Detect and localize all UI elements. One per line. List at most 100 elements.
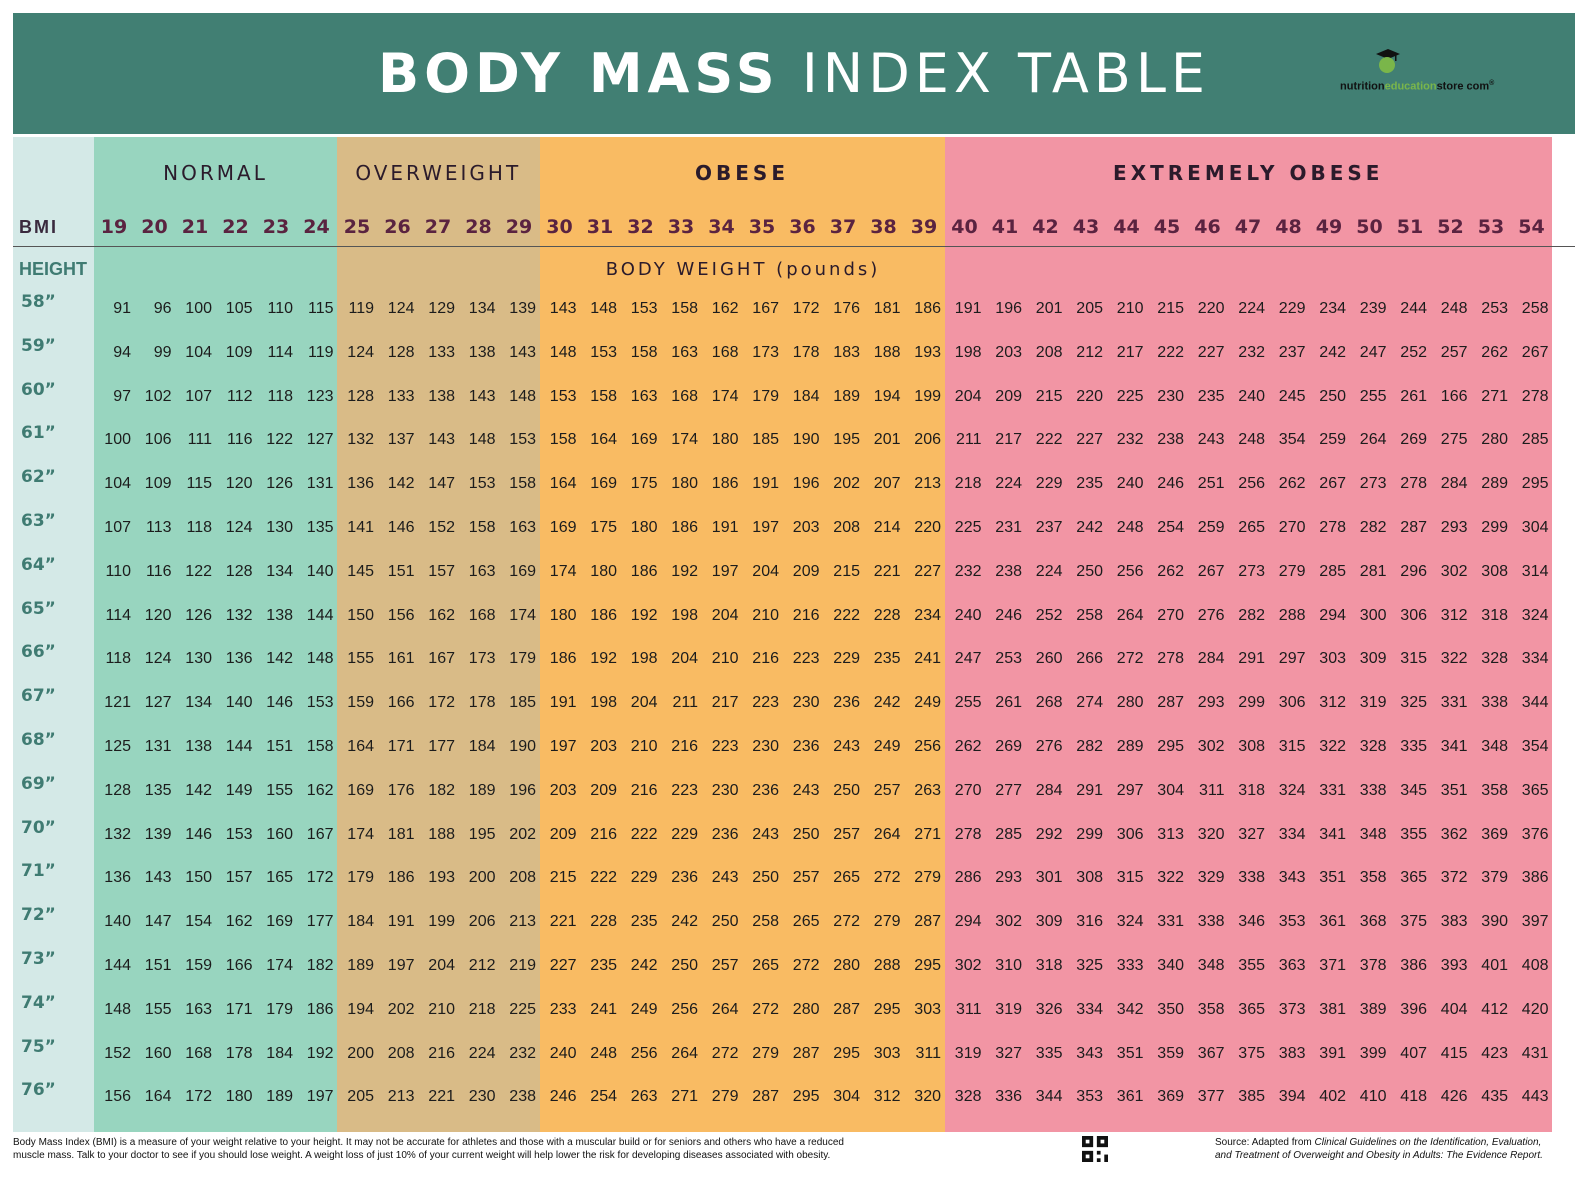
weight-cell: 258 (1521, 300, 1549, 317)
weight-cell: 153 (549, 387, 577, 405)
weight-cell: 309 (1359, 650, 1387, 668)
weight-cell: 144 (225, 738, 253, 755)
weight-cell: 264 (873, 825, 901, 843)
weight-cell: 243 (752, 825, 779, 843)
weight-cell: 285 (1521, 431, 1549, 449)
category-band-extremely-obese (944, 137, 1552, 1132)
weight-cell: 136 (347, 475, 374, 493)
weight-cell: 302 (1197, 738, 1225, 755)
weight-cell: 186 (671, 519, 698, 536)
weight-cell: 118 (105, 650, 131, 668)
weight-cell: 326 (1035, 1000, 1063, 1018)
weight-cell: 410 (1359, 1088, 1387, 1106)
weight-cell: 235 (590, 957, 617, 974)
weight-cell: 153 (590, 343, 617, 361)
weight-cell: 204 (428, 957, 455, 974)
weight-cell: 379 (1481, 869, 1508, 887)
weight-cell: 94 (113, 343, 131, 361)
qr-code-icon[interactable] (1082, 1136, 1108, 1162)
weight-cell: 367 (1197, 1044, 1225, 1062)
weight-cell: 338 (1481, 694, 1508, 712)
bmi-value: 22 (222, 216, 249, 238)
weight-cell: 250 (711, 913, 739, 931)
weight-cell: 151 (387, 562, 415, 580)
weight-cell: 273 (1238, 562, 1265, 580)
weight-cell: 327 (1238, 825, 1265, 843)
weight-cell: 408 (1521, 957, 1549, 974)
weight-cell: 132 (225, 606, 253, 624)
weight-cell: 221 (549, 913, 577, 931)
weight-cell: 287 (1157, 694, 1184, 712)
weight-cell: 279 (1278, 562, 1306, 580)
weight-cell: 158 (468, 519, 496, 536)
weight-cell: 365 (1400, 869, 1427, 887)
weight-cell: 191 (752, 475, 779, 493)
weight-cell: 287 (914, 913, 941, 931)
weight-cell: 365 (1238, 1000, 1265, 1018)
weight-cell: 116 (226, 431, 253, 449)
weight-cell: 173 (752, 343, 779, 361)
weight-cell: 130 (185, 650, 212, 668)
weight-cell: 224 (468, 1044, 496, 1062)
weight-cell: 375 (1238, 1044, 1265, 1062)
weight-cell: 215 (1035, 387, 1063, 405)
weight-cell: 312 (1319, 694, 1346, 712)
weight-cell: 346 (1238, 913, 1265, 931)
weight-cell: 279 (711, 1088, 739, 1106)
weight-cell: 212 (1076, 343, 1103, 361)
weight-cell: 157 (428, 562, 455, 580)
weight-cell: 256 (630, 1044, 658, 1062)
weight-cell: 362 (1440, 825, 1468, 843)
weight-cell: 119 (307, 343, 334, 361)
weight-cell: 354 (1521, 738, 1549, 755)
bmi-value: 41 (991, 216, 1019, 238)
weight-cell: 229 (1278, 300, 1306, 317)
weight-cell: 287 (1400, 519, 1427, 536)
weight-cell: 166 (387, 694, 415, 712)
weight-cell: 284 (1197, 650, 1225, 668)
weight-cell: 250 (1076, 562, 1103, 580)
weight-cell: 153 (630, 300, 658, 317)
bmi-value: 31 (586, 216, 614, 238)
weight-cell: 210 (1116, 300, 1144, 317)
weight-cell: 415 (1440, 1044, 1468, 1062)
weight-cell: 359 (1157, 1044, 1184, 1062)
weight-cell: 189 (347, 957, 374, 974)
weight-cell: 230 (711, 781, 739, 799)
weight-cell: 250 (833, 781, 860, 799)
weight-cell: 341 (1440, 738, 1468, 755)
weight-cell: 258 (1076, 606, 1103, 624)
weight-cell: 334 (1278, 825, 1306, 843)
weight-cell: 302 (995, 913, 1022, 931)
weight-cell: 399 (1359, 1044, 1387, 1062)
weight-cell: 311 (915, 1044, 941, 1062)
weight-cell: 156 (104, 1088, 131, 1106)
weight-cell: 235 (873, 650, 901, 668)
weight-cell: 201 (873, 431, 901, 449)
weight-cell: 269 (1400, 431, 1427, 449)
weight-cell: 168 (671, 387, 698, 405)
weight-cell: 211 (672, 694, 698, 712)
weight-cell: 304 (833, 1088, 860, 1106)
weight-cell: 152 (104, 1044, 131, 1062)
weight-cell: 240 (549, 1044, 577, 1062)
height-value: 62” (21, 467, 56, 488)
weight-cell: 331 (1319, 781, 1346, 799)
weight-cell: 200 (347, 1044, 374, 1062)
weight-cell: 358 (1359, 869, 1387, 887)
weight-cell: 271 (1481, 387, 1508, 405)
weight-cell: 138 (266, 606, 293, 624)
weight-cell: 222 (1157, 343, 1184, 361)
weight-cell: 299 (1238, 694, 1265, 712)
height-value: 66” (21, 642, 56, 663)
weight-cell: 256 (671, 1000, 698, 1018)
weight-cell: 278 (954, 825, 982, 843)
weight-cell: 164 (144, 1088, 172, 1106)
weight-cell: 143 (468, 387, 496, 405)
height-value: 64” (21, 554, 56, 575)
weight-cell: 180 (549, 606, 577, 624)
weight-cell: 158 (590, 387, 617, 405)
weight-cell: 373 (1278, 1000, 1306, 1018)
height-value: 67” (21, 686, 56, 707)
weight-cell: 267 (1521, 343, 1549, 361)
